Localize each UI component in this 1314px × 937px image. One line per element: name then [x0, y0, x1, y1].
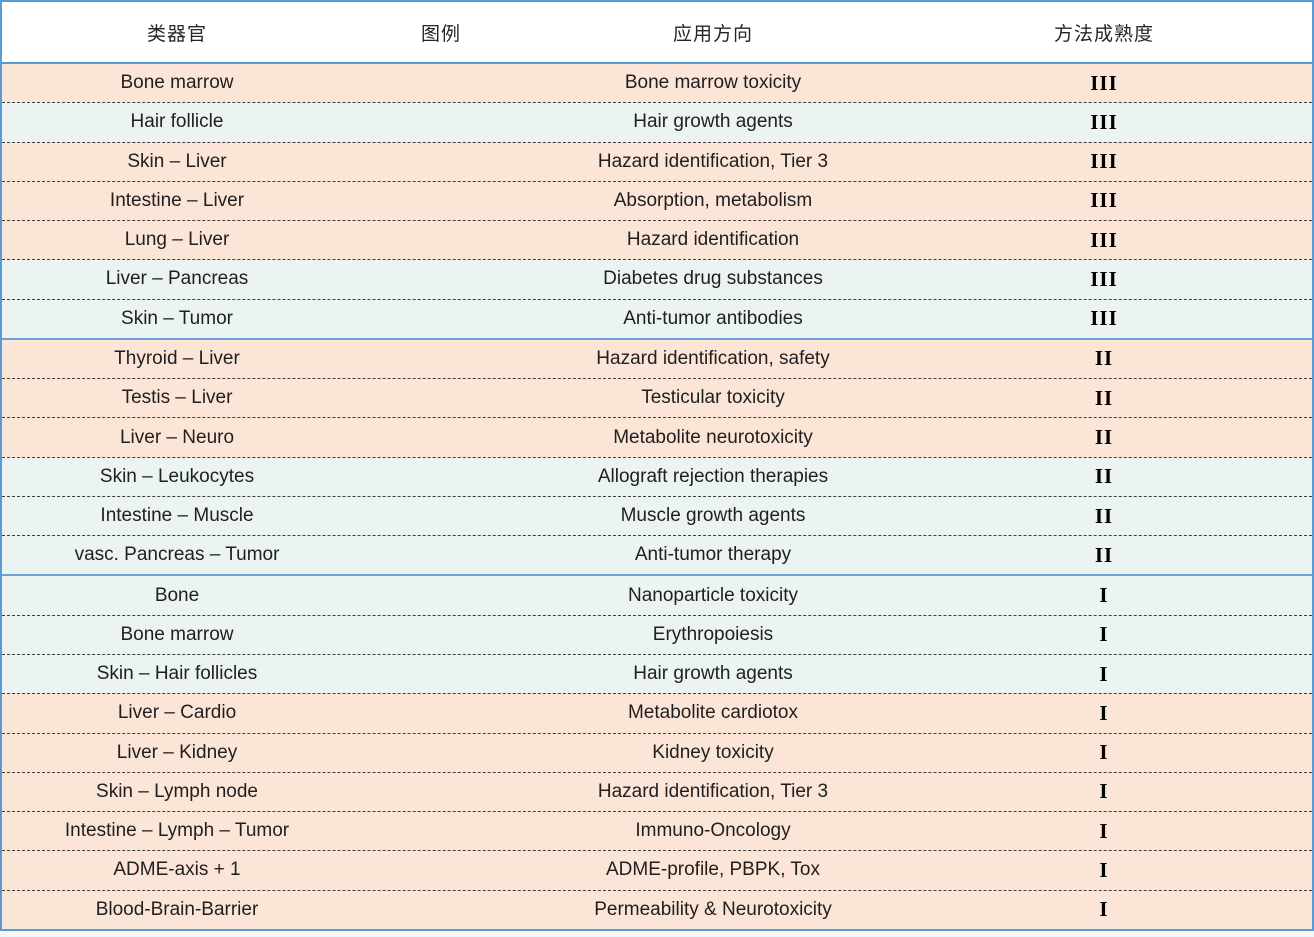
table-body: Bone marrow Bone marrow toxicity III Hair f… [2, 64, 1312, 929]
table-row: vasc. Pancreas – Tumor Anti-tumor therapy… [2, 535, 1312, 575]
maturity-cell: II [1094, 542, 1114, 567]
application-cell: Diabetes drug substances [603, 268, 823, 290]
organoid-cell: Bone marrow [120, 623, 234, 645]
organoid-cell: Thyroid – Liver [114, 347, 240, 369]
maturity-cell: I [1099, 661, 1109, 686]
table-row: Testis – Liver Testicular toxicity II [2, 378, 1312, 418]
table-row: Bone Nanoparticle toxicity I [2, 574, 1312, 615]
organoid-cell: Bone [154, 584, 200, 606]
organoid-cell: Intestine – Lymph – Tumor [64, 820, 290, 842]
application-cell: Immuno-Oncology [635, 820, 791, 842]
table-row: Skin – Liver Hazard identification, Tier … [2, 141, 1312, 181]
table-row: ADME-axis + 1 ADME-profile, PBPK, Tox I [2, 850, 1312, 890]
maturity-cell: I [1099, 897, 1109, 922]
column-header-organoid: 类器官 [146, 23, 207, 45]
table-row: Liver – Pancreas Diabetes drug substances… [2, 259, 1312, 299]
maturity-cell: III [1090, 109, 1118, 134]
table-row: Intestine – Lymph – Tumor Immuno-Oncology… [2, 811, 1312, 851]
maturity-cell: I [1099, 583, 1109, 608]
application-cell: Permeability & Neurotoxicity [594, 898, 832, 920]
maturity-cell: I [1099, 622, 1109, 647]
maturity-cell: I [1099, 857, 1109, 882]
maturity-cell: I [1099, 700, 1109, 725]
organoid-cell: Blood-Brain-Barrier [95, 898, 259, 920]
table-row: Intestine – Muscle Muscle growth agents II [2, 495, 1312, 536]
maturity-cell: II [1094, 503, 1114, 528]
maturity-cell: II [1094, 425, 1114, 450]
maturity-cell: III [1090, 188, 1118, 213]
table-row: Liver – Cardio Metabolite cardiotox I [2, 693, 1312, 733]
table-row: Liver – Neuro Metabolite neurotoxicity II [2, 417, 1312, 457]
column-header-maturity: 方法成熟度 [1053, 23, 1154, 45]
application-cell: Hair growth agents [633, 111, 793, 133]
application-cell: Anti-tumor antibodies [623, 307, 803, 329]
organoid-cell: Skin – Leukocytes [99, 465, 255, 487]
application-cell: Muscle growth agents [620, 505, 806, 527]
organoid-cell: Testis – Liver [121, 387, 233, 409]
application-cell: Hazard identification, Tier 3 [597, 150, 829, 172]
maturity-cell: III [1090, 70, 1118, 95]
table-row: Blood-Brain-Barrier Permeability & Neurot… [2, 889, 1312, 929]
application-cell: Hazard identification [626, 229, 800, 251]
table-row: Skin – Tumor Anti-tumor antibodies III [2, 298, 1312, 338]
application-cell: Hazard identification, Tier 3 [597, 780, 829, 802]
maturity-cell: I [1099, 779, 1109, 804]
maturity-cell: III [1090, 266, 1118, 291]
table-row: Skin – Leukocytes Allograft rejection the… [2, 456, 1312, 496]
table-row: Bone marrow Erythropoiesis I [2, 614, 1312, 654]
application-cell: ADME-profile, PBPK, Tox [605, 859, 820, 881]
application-cell: Erythropoiesis [652, 623, 774, 645]
application-cell: Absorption, metabolism [613, 189, 813, 211]
maturity-cell: I [1099, 740, 1109, 765]
organoid-cell: Bone marrow [120, 72, 234, 94]
organoid-cell: Intestine – Liver [109, 189, 245, 211]
organoid-cell: Liver – Cardio [117, 702, 237, 724]
maturity-cell: III [1090, 306, 1118, 331]
table-row: Skin – Hair follicles Hair growth agents I [2, 653, 1312, 694]
application-cell: Hazard identification, safety [596, 347, 830, 369]
application-cell: Anti-tumor therapy [634, 544, 792, 566]
maturity-cell: III [1090, 149, 1118, 174]
table-row: Bone marrow Bone marrow toxicity III [2, 64, 1312, 103]
organoid-cell: Liver – Neuro [119, 426, 235, 448]
table-row: Skin – Lymph node Hazard identification, … [2, 771, 1312, 812]
application-cell: Kidney toxicity [652, 741, 774, 763]
table-row: Liver – Kidney Kidney toxicity I [2, 732, 1312, 772]
maturity-cell: II [1094, 464, 1114, 489]
maturity-cell: III [1090, 227, 1118, 252]
application-cell: Nanoparticle toxicity [627, 584, 799, 606]
column-header-application: 应用方向 [672, 23, 753, 45]
application-cell: Metabolite cardiotox [627, 702, 799, 724]
table-row: Thyroid – Liver Hazard identification, sa… [2, 337, 1312, 379]
application-cell: Metabolite neurotoxicity [613, 426, 813, 448]
table-row: Lung – Liver Hazard identification III [2, 220, 1312, 260]
organoid-cell: Skin – Tumor [121, 307, 233, 329]
organoid-cell: Hair follicle [130, 111, 224, 133]
application-cell: Testicular toxicity [641, 387, 785, 409]
organoid-cell: Intestine – Muscle [100, 505, 254, 527]
application-cell: Allograft rejection therapies [597, 465, 829, 487]
organoid-cell: Liver – Pancreas [105, 268, 249, 290]
maturity-cell: I [1099, 818, 1109, 843]
organoid-cell: vasc. Pancreas – Tumor [74, 544, 280, 566]
organoid-cell: Skin – Liver [127, 150, 227, 172]
maturity-cell: II [1094, 385, 1114, 410]
organoid-cell: ADME-axis + 1 [113, 859, 241, 881]
column-header-legend: 图例 [420, 23, 461, 45]
organoid-cell: Liver – Kidney [116, 741, 238, 763]
organoid-cell: Skin – Hair follicles [96, 663, 258, 685]
table-row: Intestine – Liver Absorption, metabolism I… [2, 180, 1312, 221]
organoid-cell: Lung – Liver [124, 229, 230, 251]
maturity-cell: II [1094, 346, 1114, 371]
table-header-row: 类器官 图例 应用方向 方法成熟度 [2, 2, 1312, 64]
application-cell: Bone marrow toxicity [624, 72, 802, 94]
application-cell: Hair growth agents [633, 663, 793, 685]
organoid-cell: Skin – Lymph node [96, 780, 258, 802]
table-row: Hair follicle Hair growth agents III [2, 102, 1312, 142]
